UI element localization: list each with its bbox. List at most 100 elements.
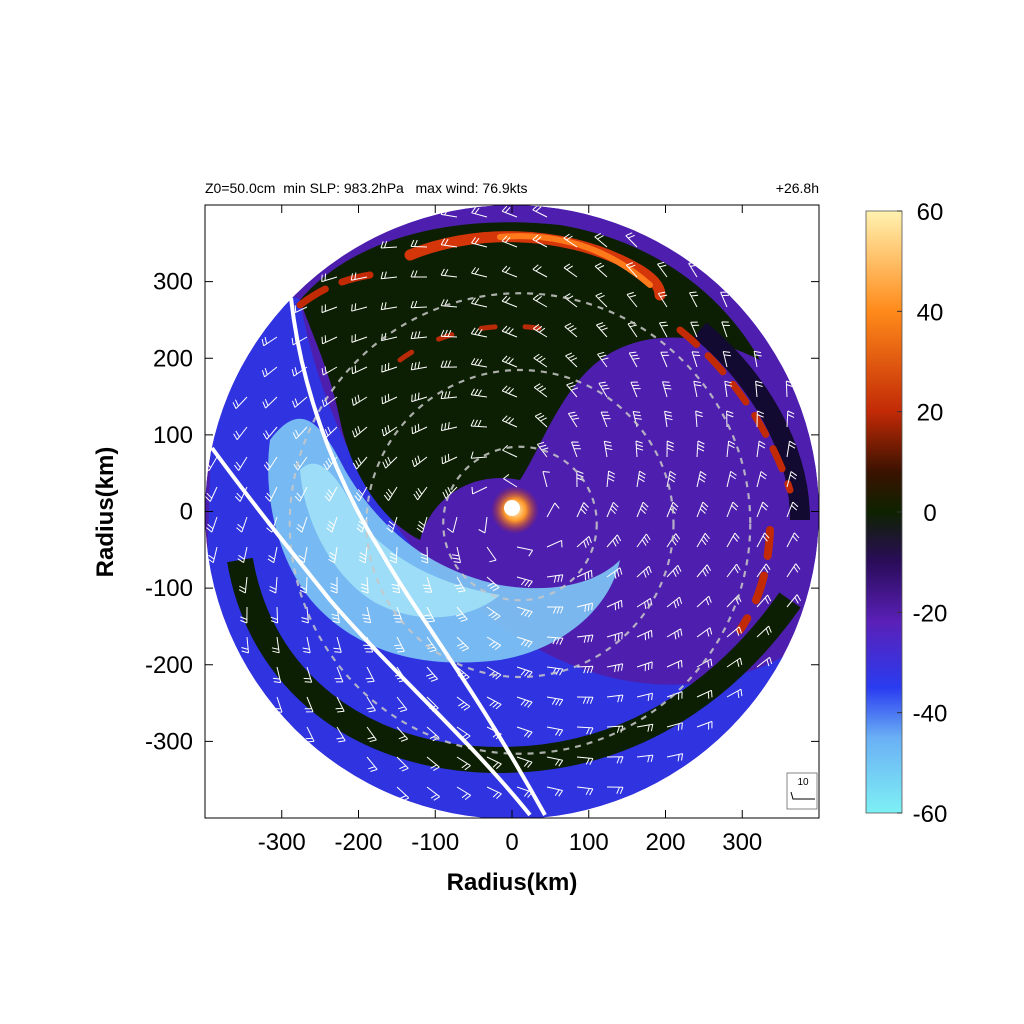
wind-barb	[392, 606, 403, 623]
wind-barb	[567, 411, 580, 428]
wind-barb	[786, 410, 795, 428]
wind-barb	[666, 722, 683, 731]
wind-barb	[726, 626, 742, 638]
colorbar-tick-label: 0	[923, 500, 936, 527]
wind-barb	[696, 440, 705, 458]
wind-barb	[380, 240, 398, 249]
wind-barb	[440, 238, 458, 248]
wind-barb	[533, 383, 548, 398]
wind-barb	[696, 595, 712, 608]
wind-barb	[413, 486, 428, 501]
wind-barb	[391, 576, 401, 594]
wind-barb	[695, 410, 703, 428]
wind-barb	[564, 322, 578, 338]
wind-barb	[756, 440, 766, 458]
wind-barb	[576, 665, 594, 674]
wind-barb	[756, 410, 764, 428]
wind-barb	[536, 441, 549, 458]
wind-barb	[533, 353, 548, 368]
wind-barb	[486, 546, 497, 563]
field-red-band-southeast	[736, 526, 774, 634]
wind-barb	[396, 756, 409, 772]
wind-barb	[471, 206, 488, 218]
wind-barb	[532, 294, 548, 308]
wind-barb	[486, 606, 501, 621]
wind-barb	[546, 574, 564, 583]
wind-barb	[456, 786, 472, 800]
wind-barb	[756, 501, 769, 518]
wind-barb	[626, 291, 638, 308]
wind-barb	[262, 396, 278, 409]
wind-barb	[366, 726, 377, 743]
wind-barb	[321, 366, 338, 376]
wind-barb	[396, 696, 408, 713]
wind-barb	[600, 411, 611, 428]
y-tick-label: -200	[145, 652, 193, 679]
wind-barb	[324, 486, 338, 502]
wind-barb	[351, 303, 368, 312]
wind-barb	[666, 533, 681, 548]
wind-barb	[597, 351, 609, 368]
wind-barb	[381, 362, 398, 373]
wind-barb	[440, 268, 458, 278]
wind-barb	[389, 546, 398, 564]
wind-barb	[726, 688, 743, 698]
x-axis-label: Radius(km)	[447, 869, 578, 896]
wind-barb	[606, 756, 624, 764]
wind-barb	[756, 471, 767, 488]
x-tick-label: -100	[411, 829, 459, 856]
wind-barb	[534, 412, 548, 428]
wind-barb	[447, 516, 458, 533]
wind-barb	[666, 753, 684, 762]
wind-barb	[354, 486, 368, 502]
wind-barb	[296, 516, 308, 533]
wind-barb	[606, 631, 623, 642]
wind-barb	[237, 546, 248, 564]
plot-area	[205, 205, 819, 818]
field-cyan-core	[300, 463, 500, 618]
wind-barb	[726, 657, 743, 668]
wind-barb	[532, 234, 548, 248]
wind-barb	[455, 606, 468, 622]
wind-barb	[486, 696, 502, 710]
wind-barb	[594, 232, 608, 248]
wind-barb	[396, 726, 409, 742]
field-dark-ring-east	[693, 322, 810, 521]
wind-barb	[452, 546, 461, 564]
wind-barb	[546, 502, 560, 518]
wind-barb	[596, 322, 608, 338]
colorbar-tick-label: 60	[917, 199, 944, 226]
wind-barb	[696, 532, 710, 548]
wind-barb	[206, 516, 218, 533]
wind-barbs	[205, 205, 802, 802]
wind-barb	[382, 456, 398, 469]
wind-barb	[366, 756, 378, 772]
wind-barb	[335, 696, 345, 713]
wind-barb	[693, 380, 702, 398]
wind-barb	[303, 666, 313, 683]
field-eye-core	[504, 500, 520, 516]
wind-barb	[470, 388, 488, 398]
wind-barb	[456, 696, 471, 711]
wind-barb	[294, 486, 308, 502]
y-tick-label: 0	[180, 499, 193, 526]
wind-barb	[722, 351, 732, 368]
wind-barb	[411, 423, 428, 435]
wind-barb	[516, 756, 533, 768]
wind-barb	[304, 696, 314, 713]
field-red-arc-inner	[397, 323, 553, 363]
wind-barb	[330, 576, 338, 594]
wind-barb	[566, 382, 578, 398]
wind-barb	[380, 302, 398, 311]
wind-barb	[323, 456, 338, 471]
wind-barb	[628, 351, 640, 368]
wind-barb	[292, 426, 308, 440]
range-ring	[442, 445, 598, 602]
wind-barb	[666, 628, 683, 640]
wind-barb	[546, 636, 564, 645]
wind-barb	[756, 625, 772, 638]
wind-barb	[516, 696, 533, 708]
x-tick-label: 0	[505, 829, 518, 856]
wind-barb	[360, 576, 369, 594]
